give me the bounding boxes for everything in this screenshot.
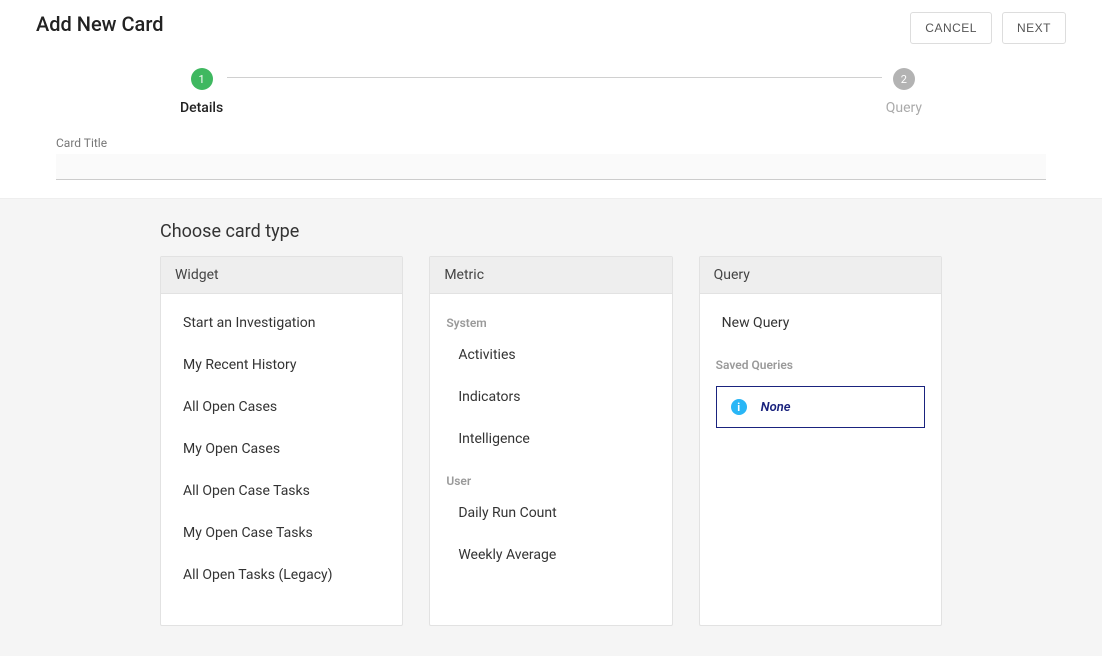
metric-header: Metric (430, 257, 671, 294)
widget-item-start-investigation[interactable]: Start an Investigation (161, 302, 402, 344)
stepper: 1 Details 2 Query (0, 68, 1102, 116)
widget-item-all-open-case-tasks[interactable]: All Open Case Tasks (161, 470, 402, 512)
widget-item-all-open-tasks-legacy[interactable]: All Open Tasks (Legacy) (161, 554, 402, 596)
step-details[interactable]: 1 Details (180, 68, 223, 116)
saved-queries-none-text: None (761, 400, 791, 415)
choose-title: Choose card type (160, 221, 942, 242)
card-title-label: Card Title (56, 136, 1046, 150)
metric-user-label: User (430, 460, 671, 492)
page-title: Add New Card (36, 12, 163, 36)
card-title-input[interactable] (56, 154, 1046, 180)
query-header: Query (700, 257, 941, 294)
info-icon: i (731, 399, 747, 415)
query-saved-label: Saved Queries (700, 344, 941, 376)
widget-header: Widget (161, 257, 402, 294)
saved-queries-empty: i None (716, 386, 925, 428)
cancel-button[interactable]: CANCEL (910, 12, 992, 44)
metric-card: Metric System Activities Indicators Inte… (429, 256, 672, 626)
query-card: Query New Query Saved Queries i None (699, 256, 942, 626)
step-connector (227, 77, 882, 78)
widget-card: Widget Start an Investigation My Recent … (160, 256, 403, 626)
metric-item-intelligence[interactable]: Intelligence (430, 418, 671, 460)
widget-item-all-open-cases[interactable]: All Open Cases (161, 386, 402, 428)
metric-item-indicators[interactable]: Indicators (430, 376, 671, 418)
metric-item-weekly-average[interactable]: Weekly Average (430, 534, 671, 576)
top-actions: CANCEL NEXT (910, 12, 1066, 44)
step-query[interactable]: 2 Query (886, 68, 922, 116)
step-circle-1: 1 (191, 68, 213, 90)
widget-item-recent-history[interactable]: My Recent History (161, 344, 402, 386)
card-title-field: Card Title (0, 126, 1102, 198)
step-circle-2: 2 (893, 68, 915, 90)
metric-item-activities[interactable]: Activities (430, 334, 671, 376)
query-item-new-query[interactable]: New Query (700, 302, 941, 344)
widget-item-my-open-case-tasks[interactable]: My Open Case Tasks (161, 512, 402, 554)
metric-system-label: System (430, 302, 671, 334)
widget-item-my-open-cases[interactable]: My Open Cases (161, 428, 402, 470)
next-button[interactable]: NEXT (1002, 12, 1066, 44)
choose-section: Choose card type Widget Start an Investi… (0, 198, 1102, 656)
step-label-2: Query (886, 100, 922, 116)
metric-item-daily-run-count[interactable]: Daily Run Count (430, 492, 671, 534)
step-label-1: Details (180, 100, 223, 116)
